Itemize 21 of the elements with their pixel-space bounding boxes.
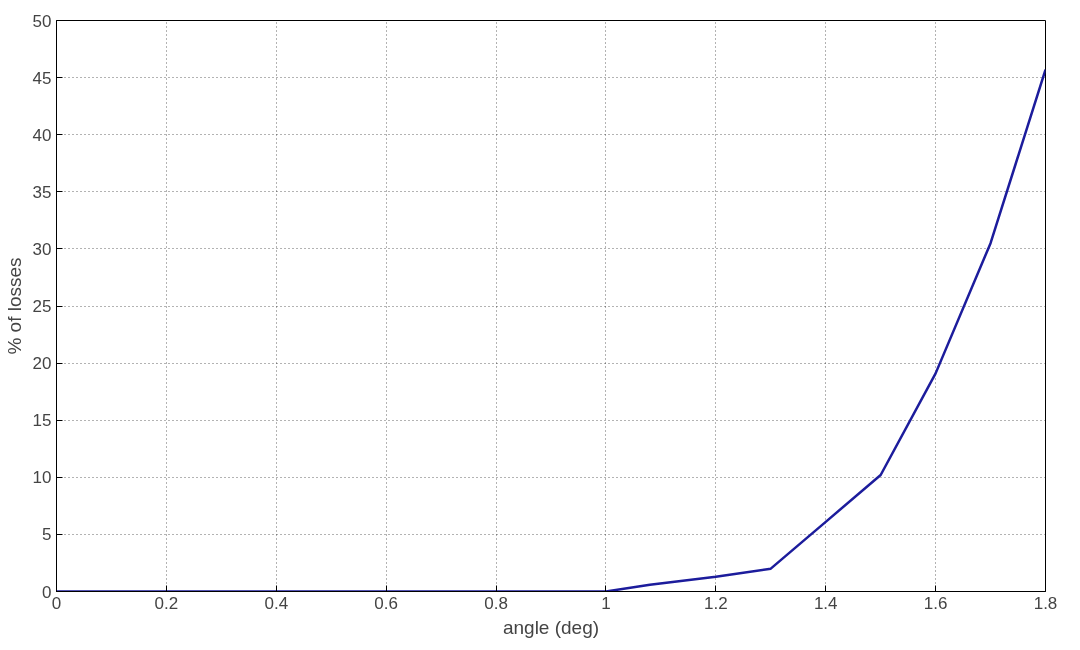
x-axis-title: angle (deg) bbox=[502, 616, 600, 638]
y-tick-label: 5 bbox=[42, 525, 52, 545]
y-tick-label: 20 bbox=[32, 354, 52, 374]
x-tick-label: 1.8 bbox=[1033, 593, 1058, 613]
y-tick-label: 25 bbox=[32, 297, 52, 316]
x-tick-label: 1.2 bbox=[704, 593, 728, 613]
x-tick-label: 0.4 bbox=[264, 593, 289, 613]
y-axis-title: % of losses bbox=[3, 257, 25, 355]
x-tick-label: 1.4 bbox=[813, 593, 838, 613]
x-tick-label: 0.2 bbox=[154, 593, 179, 613]
y-tick-label: 35 bbox=[32, 182, 52, 202]
x-tick-label: 0.6 bbox=[374, 593, 398, 613]
x-tick-label: 1.6 bbox=[923, 593, 948, 613]
x-tick-label: 1 bbox=[601, 593, 611, 613]
y-tick-label: 45 bbox=[32, 68, 52, 88]
y-tick-label: 40 bbox=[32, 125, 52, 145]
y-tick-label: 50 bbox=[32, 11, 52, 31]
x-tick-label: 0.8 bbox=[484, 593, 508, 613]
y-tick-label: 30 bbox=[32, 239, 52, 259]
y-tick-label: 15 bbox=[32, 411, 52, 431]
y-tick-label: 10 bbox=[32, 468, 52, 488]
